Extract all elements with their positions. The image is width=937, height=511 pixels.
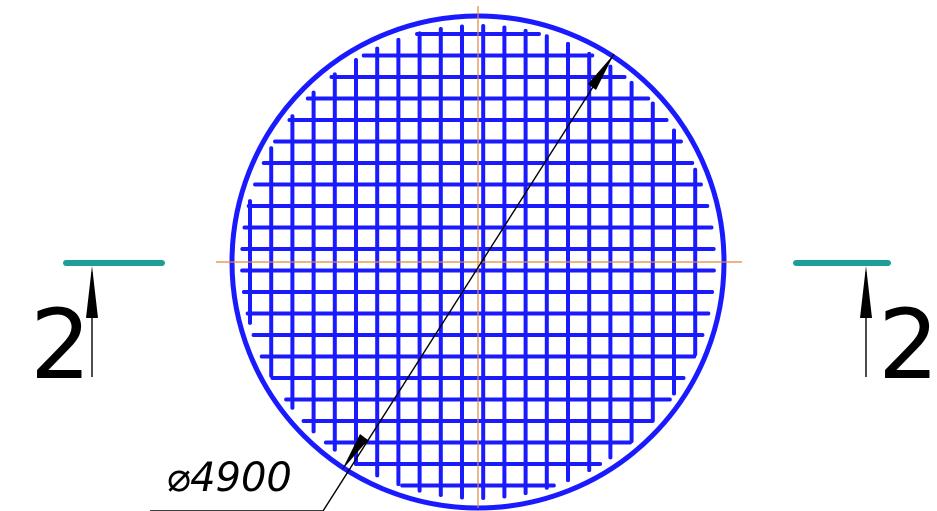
diameter-dimension: ⌀4900 (150, 53, 615, 511)
dimension-label: ⌀4900 (166, 455, 292, 501)
section-arrow-right-head (860, 266, 872, 318)
section-marker-right: 2 (793, 260, 937, 401)
dimension-arrow-top (588, 54, 614, 90)
section-label-right: 2 (878, 289, 937, 401)
dimension-line (322, 53, 615, 511)
dimension-arrow-bottom (342, 434, 368, 470)
section-label-left: 2 (30, 289, 91, 401)
section-arrow-left-head (86, 266, 98, 318)
section-marker-left: 2 (30, 260, 165, 401)
